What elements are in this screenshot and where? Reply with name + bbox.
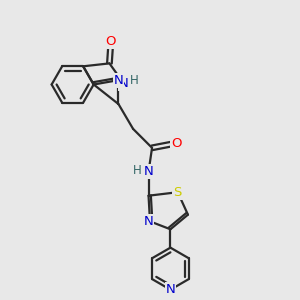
- Text: N: N: [114, 74, 123, 87]
- Text: O: O: [106, 35, 116, 48]
- Text: H: H: [130, 74, 139, 87]
- Text: N: N: [144, 215, 153, 228]
- Text: O: O: [171, 137, 181, 150]
- Text: S: S: [173, 186, 182, 199]
- Text: N: N: [144, 165, 153, 178]
- Text: N: N: [166, 283, 175, 296]
- Text: H: H: [133, 164, 142, 177]
- Text: N: N: [119, 77, 129, 90]
